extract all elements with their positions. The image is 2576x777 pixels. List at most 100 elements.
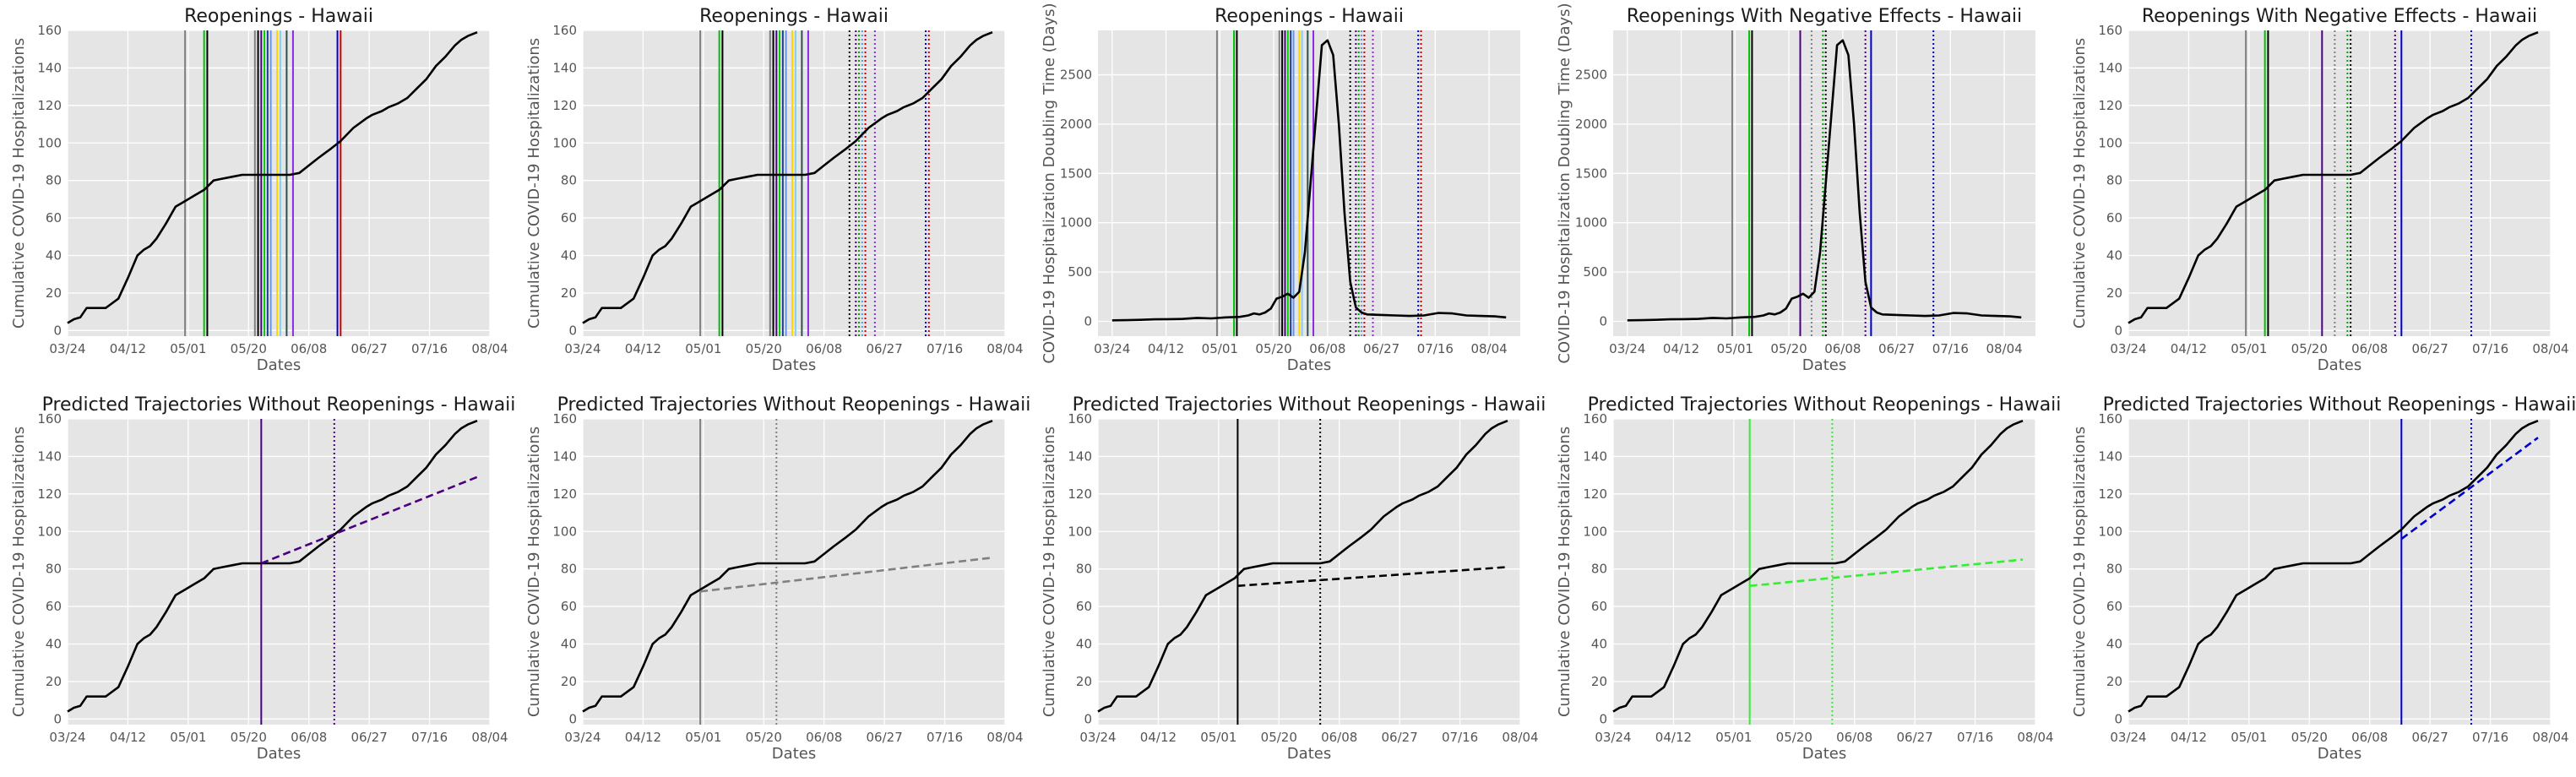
- x-tick-label: 04/12: [625, 341, 661, 356]
- chart-title: Predicted Trajectories Without Reopening…: [1588, 394, 2062, 416]
- x-tick-label: 08/04: [986, 730, 1023, 745]
- y-tick-label: 1000: [1575, 215, 1607, 231]
- chart-panel-2: 03/24 04/12 05/01 05/20 06/08 06/27 07/16 08/04…: [1041, 3, 1520, 374]
- y-tick-label: 60: [2106, 599, 2122, 614]
- y-tick-label: 120: [552, 98, 577, 113]
- chart-panel-4: 03/24 04/12 05/01 05/20 06/08 06/27 07/16 08/04…: [2071, 6, 2569, 374]
- y-tick-label: 140: [37, 60, 62, 75]
- x-axis-label: Dates: [1802, 745, 1846, 763]
- x-tick-label: 07/16: [1417, 341, 1454, 356]
- y-tick-label: 160: [552, 23, 577, 38]
- y-tick-label: 100: [552, 135, 577, 150]
- y-axis-label: COVID-19 Hospitalization Doubling Time (…: [1041, 3, 1058, 363]
- chart-title: Reopenings - Hawaii: [184, 6, 373, 27]
- x-tick-label: 06/27: [1363, 341, 1399, 356]
- y-tick-label: 100: [1068, 524, 1092, 539]
- x-tick-label: 03/24: [1079, 730, 1116, 745]
- y-tick-label: 0: [568, 323, 577, 338]
- y-tick-label: 1000: [1060, 215, 1092, 231]
- x-tick-label: 05/01: [685, 341, 721, 356]
- x-tick-label: 06/08: [1309, 341, 1345, 356]
- y-tick-label: 120: [552, 486, 577, 502]
- x-tick-label: 08/04: [471, 730, 508, 745]
- x-tick-label: 06/08: [2351, 341, 2388, 356]
- chart-panel-5: 03/24 04/12 05/01 05/20 06/08 06/27 07/16 08/04…: [10, 394, 515, 763]
- x-tick-label: 03/24: [564, 341, 601, 356]
- x-tick-label: 08/04: [471, 341, 508, 356]
- chart-title: Reopenings With Negative Effects - Hawai…: [1627, 6, 2022, 27]
- x-axis-label: Dates: [2318, 356, 2361, 374]
- x-tick-label: 05/20: [231, 341, 267, 356]
- data-series-line: [582, 30, 993, 324]
- x-axis-label: Dates: [772, 356, 816, 374]
- x-tick-label: 04/12: [110, 341, 146, 356]
- x-tick-label: 06/08: [291, 730, 327, 745]
- y-axis-label: Cumulative COVID-19 Hospitalizations: [2071, 38, 2089, 329]
- y-tick-label: 80: [1591, 562, 1607, 577]
- chart-title: Predicted Trajectories Without Reopening…: [2103, 394, 2576, 416]
- x-axis-label: Dates: [2318, 745, 2361, 763]
- x-tick-label: 06/08: [291, 341, 327, 356]
- x-tick-label: 06/08: [2351, 730, 2388, 745]
- y-tick-label: 2500: [1575, 68, 1607, 83]
- y-tick-label: 1500: [1575, 166, 1607, 181]
- y-tick-label: 120: [2098, 98, 2122, 113]
- x-tick-label: 07/16: [1957, 730, 1993, 745]
- x-axis-label: Dates: [1802, 356, 1846, 374]
- data-series-line: [1612, 419, 2024, 713]
- x-tick-label: 05/20: [1776, 730, 1812, 745]
- y-axis-label: Cumulative COVID-19 Hospitalizations: [525, 427, 543, 717]
- y-tick-label: 20: [46, 674, 62, 689]
- y-tick-label: 160: [37, 411, 62, 427]
- data-series-line: [1627, 39, 2022, 322]
- plot-area: [2128, 30, 2551, 336]
- y-tick-label: 2000: [1060, 117, 1092, 132]
- x-tick-label: 03/24: [1609, 341, 1645, 356]
- x-tick-label: 06/08: [1836, 730, 1872, 745]
- x-axis-label: Dates: [257, 745, 301, 763]
- plot-area: [583, 419, 1005, 725]
- x-tick-label: 06/27: [351, 341, 388, 356]
- data-series-line: [582, 419, 993, 713]
- x-tick-label: 04/12: [1655, 730, 1692, 745]
- x-axis-label: Dates: [772, 745, 816, 763]
- x-tick-label: 05/01: [1715, 730, 1752, 745]
- y-tick-label: 0: [568, 711, 577, 726]
- y-tick-label: 140: [2098, 60, 2122, 75]
- x-tick-label: 03/24: [49, 730, 85, 745]
- chart-title: Reopenings - Hawaii: [699, 6, 889, 27]
- y-tick-label: 100: [2098, 135, 2122, 150]
- y-tick-label: 120: [37, 98, 62, 113]
- plot-area: [1613, 419, 2035, 725]
- y-axis-label: Cumulative COVID-19 Hospitalizations: [10, 38, 28, 329]
- y-tick-label: 100: [2098, 524, 2122, 539]
- x-axis-label: Dates: [1287, 745, 1331, 763]
- y-axis-label: COVID-19 Hospitalization Doubling Time (…: [1556, 3, 1573, 363]
- y-tick-label: 60: [1591, 599, 1607, 614]
- plot-area: [583, 30, 1005, 336]
- y-tick-label: 120: [1583, 486, 1607, 502]
- x-tick-label: 05/01: [1200, 730, 1236, 745]
- y-tick-label: 140: [1068, 448, 1092, 464]
- y-tick-label: 0: [53, 323, 62, 338]
- x-tick-label: 07/16: [2472, 341, 2508, 356]
- x-tick-label: 07/16: [1442, 730, 1478, 745]
- y-tick-label: 100: [37, 524, 62, 539]
- y-tick-label: 160: [2098, 411, 2122, 427]
- x-tick-label: 03/24: [1094, 341, 1130, 356]
- y-tick-label: 20: [1591, 674, 1607, 689]
- chart-title: Predicted Trajectories Without Reopening…: [1073, 394, 1546, 416]
- x-tick-label: 05/20: [2291, 730, 2328, 745]
- x-tick-label: 06/27: [2412, 730, 2448, 745]
- x-tick-label: 08/04: [2017, 730, 2053, 745]
- data-series-line: [67, 419, 478, 713]
- x-tick-label: 05/01: [2231, 730, 2267, 745]
- y-tick-label: 0: [2114, 711, 2122, 726]
- y-tick-label: 40: [2106, 637, 2122, 652]
- y-tick-label: 2500: [1060, 68, 1092, 83]
- x-tick-label: 07/16: [927, 730, 963, 745]
- chart-title: Predicted Trajectories Without Reopening…: [42, 394, 516, 416]
- x-tick-label: 06/08: [1824, 341, 1861, 356]
- x-tick-label: 05/01: [1717, 341, 1753, 356]
